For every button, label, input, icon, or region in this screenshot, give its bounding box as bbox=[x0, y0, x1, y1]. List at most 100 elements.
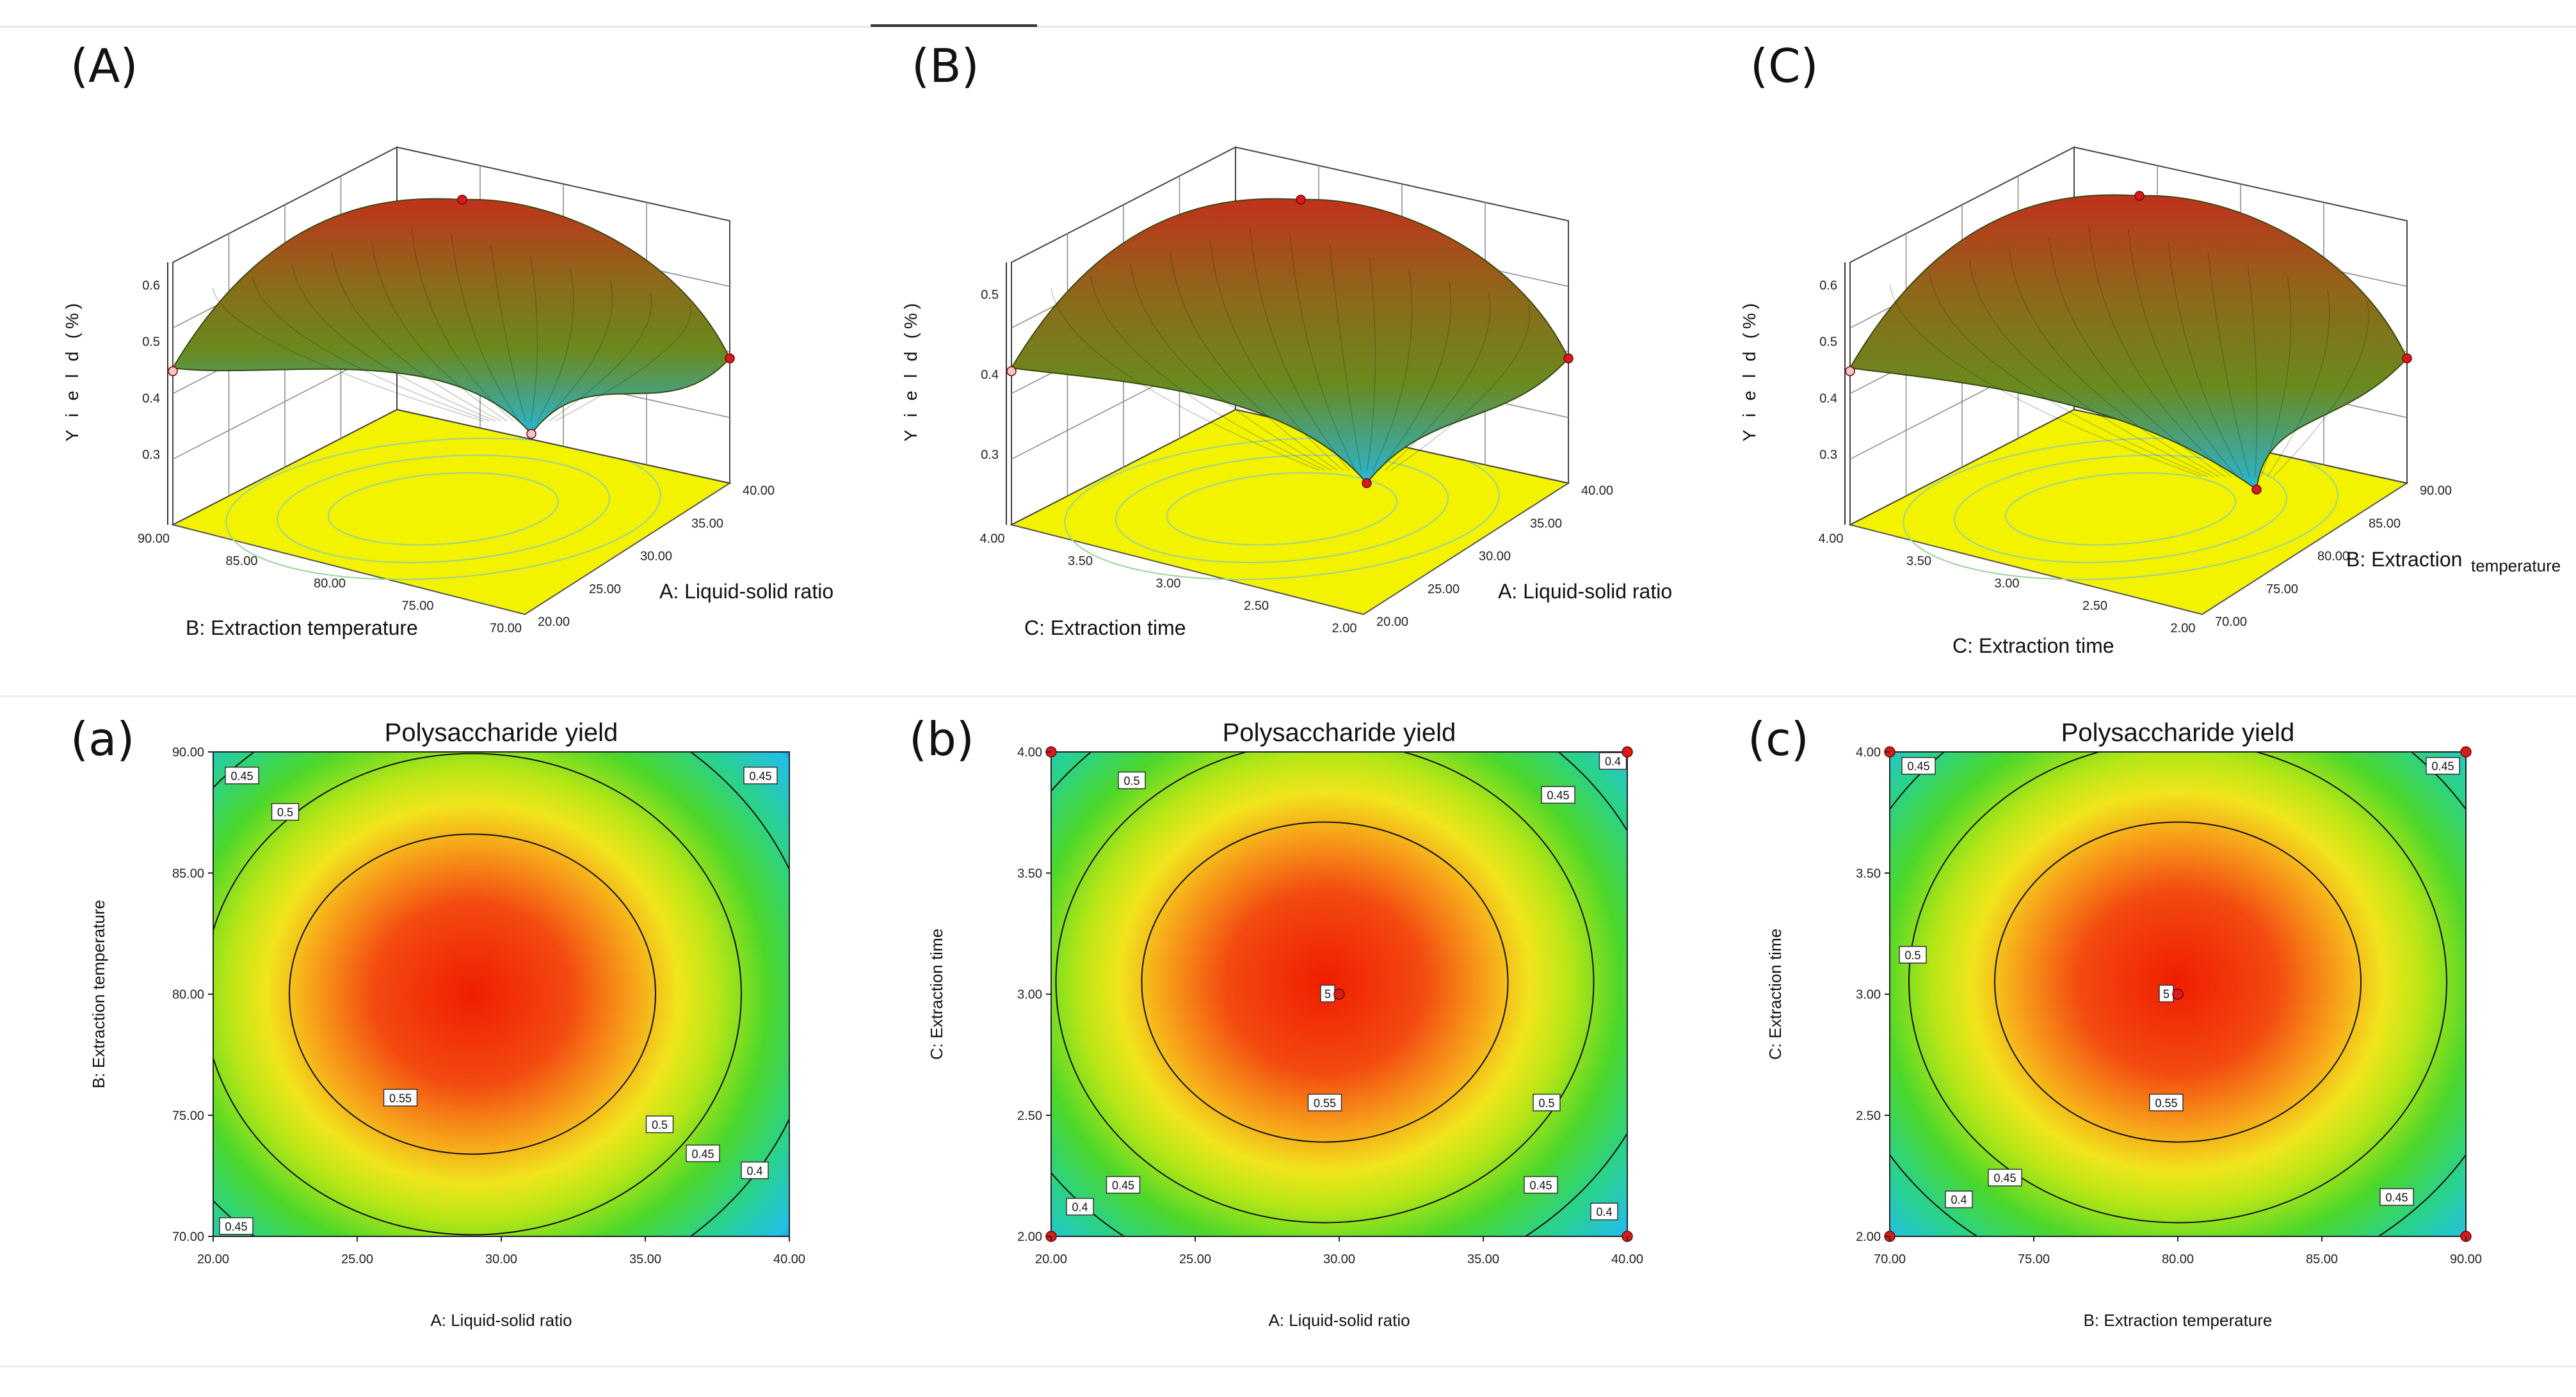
x-tick-label: 40.00 bbox=[773, 1252, 805, 1266]
x-axis-title: A: Liquid-solid ratio bbox=[1268, 1311, 1410, 1330]
contour-label-box bbox=[645, 1115, 674, 1133]
contour-label-text: 0.5 bbox=[1123, 774, 1139, 787]
y-tick-label: 3.50 bbox=[1856, 866, 1881, 881]
y-tick-label: 75.00 bbox=[172, 1109, 204, 1123]
y-tick-label: 90.00 bbox=[172, 746, 204, 760]
contour-label-text: 0.55 bbox=[389, 1092, 412, 1105]
contour-label-text: 0.45 bbox=[1112, 1179, 1134, 1192]
y-axis-title: A: Liquid-solid ratio bbox=[1498, 580, 1672, 603]
contour-label-text: 0.4 bbox=[746, 1165, 762, 1177]
surface-mesh-line bbox=[1968, 260, 2214, 477]
contour-label-text: 0.4 bbox=[1072, 1201, 1088, 1214]
x-tick-label: 30.00 bbox=[485, 1252, 517, 1266]
surface-mesh-line bbox=[1366, 257, 1376, 471]
y-tick-label: 25.00 bbox=[1428, 582, 1460, 596]
panel-label: (a) bbox=[70, 712, 134, 766]
contour-label-text: 0.5 bbox=[1538, 1097, 1554, 1110]
y-axis-title: B: Extraction temperature bbox=[89, 900, 108, 1089]
contour-line bbox=[1994, 821, 2362, 1143]
contour-label-text: 0.55 bbox=[1314, 1097, 1336, 1110]
x-tick-label: 4.00 bbox=[980, 532, 1005, 546]
design-point-marker bbox=[1563, 353, 1574, 363]
x-tick-label: 2.50 bbox=[1244, 599, 1269, 613]
design-point-marker bbox=[457, 195, 467, 205]
x-axis-title: C: Extraction time bbox=[1952, 634, 2114, 657]
x-tick-label: 75.00 bbox=[2018, 1252, 2050, 1266]
contour-label-text: 0.45 bbox=[2385, 1191, 2408, 1204]
floor-contour bbox=[1954, 454, 2287, 563]
y-tick-label: 20.00 bbox=[538, 615, 570, 629]
surface-mesh-line bbox=[1889, 284, 2202, 477]
contour-label: 0.45 bbox=[1988, 1169, 2022, 1186]
contour-label: 0.4 bbox=[1590, 1202, 1618, 1220]
floor-contour bbox=[1064, 437, 1500, 580]
x-tick-label: 85.00 bbox=[2306, 1252, 2338, 1266]
contour-label: 0.5 bbox=[645, 1115, 674, 1133]
contour-label: 0.55 bbox=[2149, 1094, 2184, 1112]
x-tick-label: 3.50 bbox=[1906, 554, 1931, 568]
surface-mesh-line bbox=[1130, 264, 1332, 471]
design-point bbox=[1333, 988, 1345, 1000]
contour-label-box bbox=[1901, 756, 1936, 775]
surface-mesh-line bbox=[1385, 292, 1491, 471]
surface-mesh-line bbox=[252, 276, 490, 422]
x-tick-label: 2.00 bbox=[2171, 621, 2196, 635]
contour-label-box bbox=[1988, 1169, 2022, 1186]
y-axis-title: C: Extraction time bbox=[927, 929, 946, 1060]
panel-label: (c) bbox=[1748, 712, 1809, 766]
surface-mesh-line bbox=[2266, 289, 2330, 477]
y-tick-label: 35.00 bbox=[1530, 516, 1562, 531]
surface-mesh-line bbox=[371, 241, 508, 422]
z-tick-label: 0.4 bbox=[142, 392, 160, 406]
x-tick-label: 25.00 bbox=[1179, 1252, 1211, 1266]
y-tick-label: 3.00 bbox=[1017, 988, 1042, 1002]
x-tick-label: 2.00 bbox=[1332, 621, 1357, 635]
contour-label: 0.45 bbox=[1524, 1176, 1558, 1194]
surface-mesh-line bbox=[543, 281, 613, 422]
z-tick-label: 0.5 bbox=[981, 288, 999, 302]
surface-mesh-line bbox=[490, 245, 526, 422]
x-axis-title: A: Liquid-solid ratio bbox=[430, 1311, 572, 1330]
design-point-marker bbox=[2251, 484, 2262, 495]
surface-mesh-line bbox=[554, 305, 692, 422]
z-tick-label: 0.4 bbox=[1819, 392, 1837, 406]
design-point-marker bbox=[1362, 478, 1372, 488]
contour-label: 0.45 bbox=[1541, 786, 1575, 804]
surface-mesh-line bbox=[411, 228, 514, 422]
surface-mesh-line bbox=[1090, 276, 1326, 471]
contour-label-box bbox=[225, 767, 259, 785]
x-tick-label: 25.00 bbox=[341, 1252, 373, 1266]
contour-label-box bbox=[383, 1089, 418, 1107]
contour-panel-2: (b) Polysaccharide yield 0.5 0.4 0.45 5 0.55 0.… bbox=[909, 712, 1643, 1330]
surface-panel-3: (C) 0.3 0.4 0.5 0.6 Y i e l d (%) 4.00 3.50 3.00… bbox=[1739, 39, 2561, 657]
contour-label-text: 0.5 bbox=[652, 1119, 668, 1131]
contour-label-text: 0.45 bbox=[225, 1220, 247, 1233]
y-tick-label: 30.00 bbox=[1479, 550, 1511, 564]
x-tick-label: 2.50 bbox=[2082, 599, 2107, 613]
contour-label-text: 0.45 bbox=[691, 1147, 714, 1160]
surface-mesh-line bbox=[331, 252, 502, 422]
contour-label-box bbox=[1066, 1197, 1094, 1216]
z-tick-label: 0.3 bbox=[1819, 448, 1837, 462]
surface-mesh-line bbox=[2260, 277, 2292, 477]
contour-lines bbox=[1890, 752, 2466, 1236]
surface-mesh-line bbox=[291, 264, 496, 422]
contour-label: 5 bbox=[1320, 984, 1335, 1003]
z-axis-title: Y i e l d (%) bbox=[62, 299, 82, 442]
y-tick-label: 2.00 bbox=[1017, 1230, 1042, 1244]
contour-label-box bbox=[1533, 1094, 1561, 1112]
surface-panel-2: (B) 0.3 0.4 0.5 Y i e l d (%) 4.00 3.50 3.00 2.5… bbox=[901, 39, 1672, 639]
z-tick-label: 0.6 bbox=[142, 278, 160, 292]
contour-line bbox=[1055, 752, 1595, 1224]
floor-contour bbox=[1115, 454, 1449, 563]
y-axis-title-part: temperature bbox=[2471, 556, 2561, 575]
contour-lines bbox=[1051, 752, 1627, 1236]
contour-label-box bbox=[1590, 1202, 1618, 1220]
contour-label-text: 0.4 bbox=[1605, 755, 1621, 768]
surface-mesh-line bbox=[1289, 233, 1356, 471]
floor-contour bbox=[327, 472, 559, 546]
y-tick-label: 70.00 bbox=[172, 1230, 204, 1244]
contour-label: 0.55 bbox=[383, 1089, 418, 1107]
contour-line bbox=[289, 833, 656, 1155]
